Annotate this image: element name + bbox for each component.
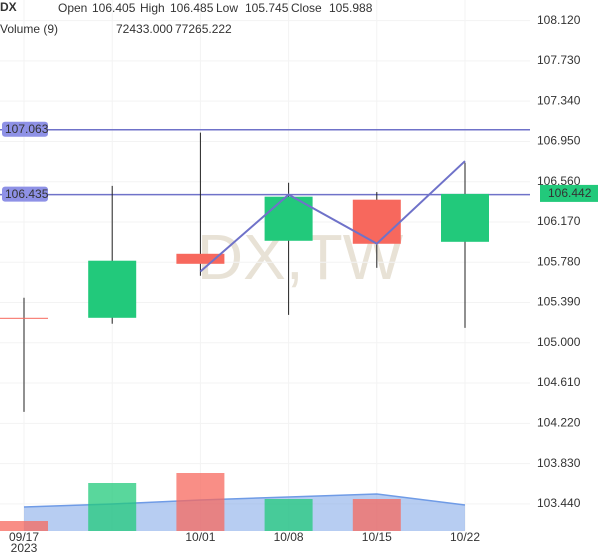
trend-line: [199, 160, 466, 273]
x-tick-label: 10/15: [362, 530, 392, 544]
x-year-label: 2023: [11, 541, 38, 555]
y-tick-label: 104.610: [537, 375, 581, 389]
y-tick-label: 106.560: [537, 174, 581, 188]
legend-label: High: [140, 1, 165, 15]
last-price-label: 106.442: [548, 186, 592, 200]
x-tick-label: 09/17: [9, 530, 39, 544]
y-tick-label: 103.830: [537, 456, 581, 470]
y-tick-label: 105.000: [537, 335, 581, 349]
y-tick-label: 107.730: [537, 53, 581, 67]
volume-bar: [88, 483, 137, 531]
y-tick-label: 106.170: [537, 214, 581, 228]
candle-body: [88, 260, 137, 318]
y-tick-label: 106.950: [537, 134, 581, 148]
y-tick-label: 105.780: [537, 254, 581, 268]
hline-label-box: [2, 121, 48, 137]
x-tick-label: 10/01: [185, 530, 215, 544]
volume-bar: [176, 473, 225, 531]
y-tick-label: 105.390: [537, 295, 581, 309]
y-tick-label: 103.440: [537, 496, 581, 510]
candle-body: [0, 317, 48, 319]
volume-value: 72433.000: [116, 22, 173, 36]
hline-label: 107.063: [5, 122, 49, 136]
hline-label-box: [2, 186, 48, 202]
y-tick-label: 104.220: [537, 415, 581, 429]
legend-value: 106.405: [92, 1, 136, 15]
y-tick-label: 107.340: [537, 93, 581, 107]
legend-label: Low: [216, 1, 238, 15]
candle-body: [352, 199, 401, 244]
legend-value: 106.485: [170, 1, 214, 15]
legend-value: 105.988: [329, 1, 373, 15]
volume-bar: [0, 521, 48, 531]
candle-body: [176, 253, 225, 264]
volume-bar: [264, 499, 313, 531]
last-price-box: [540, 184, 598, 202]
volume-bar: [352, 499, 401, 531]
x-tick-label: 10/08: [274, 530, 304, 544]
legend-label: Open: [58, 1, 87, 15]
legend-label: Close: [291, 1, 322, 15]
x-tick-label: 10/22: [450, 530, 480, 544]
volume-ma-value: 77265.222: [175, 22, 232, 36]
hline-label: 106.435: [5, 187, 49, 201]
volume-label: Volume (9): [0, 22, 58, 36]
y-tick-label: 108.120: [537, 13, 581, 27]
candle-body: [441, 193, 489, 242]
legend-value: 105.745: [245, 1, 289, 15]
symbol-title: DX: [0, 0, 17, 14]
